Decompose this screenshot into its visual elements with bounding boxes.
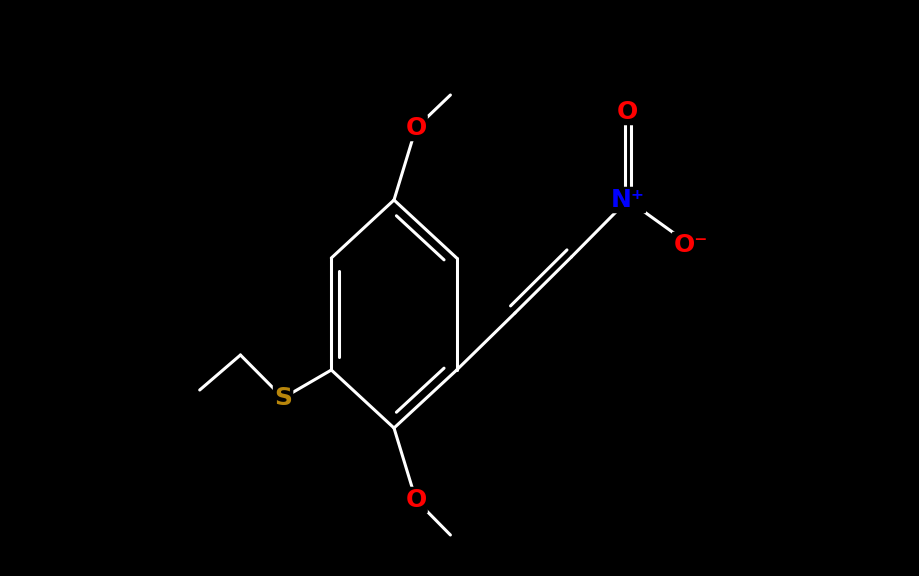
Text: O: O bbox=[405, 488, 426, 512]
Text: O: O bbox=[405, 116, 426, 140]
Text: S: S bbox=[274, 386, 292, 410]
Text: O: O bbox=[618, 100, 639, 124]
Text: N⁺: N⁺ bbox=[611, 188, 645, 212]
Text: O⁻: O⁻ bbox=[674, 233, 708, 257]
